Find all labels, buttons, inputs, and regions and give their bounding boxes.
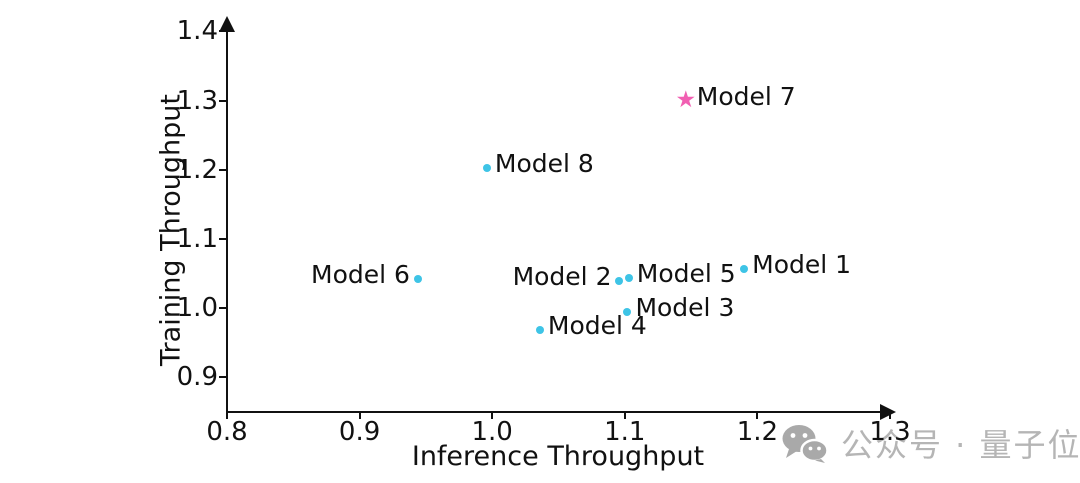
- y-tick-label: 0.9: [176, 362, 218, 393]
- dot-marker-model-4: [535, 326, 544, 335]
- y-tick-label: 1.1: [176, 224, 218, 254]
- x-tick-label: 0.9: [338, 417, 381, 447]
- dot-marker-model-1: [740, 264, 749, 273]
- x-tick-mark: [226, 413, 228, 419]
- point-label-model-1: Model 1: [752, 249, 852, 279]
- x-tick-mark: [623, 413, 626, 419]
- y-tick-label: 1.0: [176, 293, 218, 324]
- point-label-model-7: Model 7: [696, 82, 796, 112]
- point-label-model-2: Model 2: [512, 262, 612, 292]
- y-tick-label: 1.4: [176, 16, 218, 47]
- x-tick-mark: [889, 413, 891, 419]
- x-tick-label: 1.0: [471, 417, 513, 447]
- watermark-text: 公众号 · 量子位: [841, 426, 1080, 464]
- wechat-icon: [782, 424, 828, 463]
- x-tick-label: 1.1: [604, 417, 646, 447]
- x-axis-spine: [226, 411, 882, 413]
- watermark: 公众号 · 量子位: [781, 420, 1080, 466]
- y-tick-mark: [219, 168, 226, 171]
- dot-marker-model-2: [615, 277, 624, 286]
- y-tick-label: 1.2: [176, 154, 218, 185]
- y-tick-label: 1.3: [176, 85, 218, 116]
- x-tick-label: 1.3: [869, 417, 911, 447]
- y-tick-mark: [219, 99, 226, 102]
- y-tick-mark: [219, 307, 226, 310]
- star-marker-model-7: ★: [675, 87, 697, 114]
- x-tick-label: 0.8: [206, 417, 248, 447]
- point-label-model-3: Model 3: [635, 292, 735, 322]
- y-axis-spine: [226, 24, 228, 413]
- point-label-model-6: Model 6: [311, 260, 410, 290]
- y-tick-mark: [219, 376, 226, 379]
- dot-marker-model-8: [482, 163, 491, 172]
- x-tick-label: 1.2: [736, 417, 779, 447]
- x-tick-mark: [491, 413, 494, 419]
- y-axis-arrow-icon: [219, 16, 235, 32]
- x-tick-mark: [756, 413, 759, 419]
- dot-marker-model-5: [624, 273, 633, 282]
- x-tick-mark: [358, 413, 361, 419]
- x-axis-arrow-icon: [880, 404, 896, 420]
- point-label-model-4: Model 4: [547, 311, 647, 341]
- y-tick-mark: [219, 30, 226, 33]
- x-axis-title: Inference Throughput: [411, 441, 705, 472]
- dot-marker-model-3: [623, 307, 632, 316]
- point-label-model-5: Model 5: [636, 258, 736, 288]
- point-label-model-8: Model 8: [494, 148, 594, 178]
- y-tick-mark: [219, 238, 226, 240]
- dot-marker-model-6: [413, 275, 422, 284]
